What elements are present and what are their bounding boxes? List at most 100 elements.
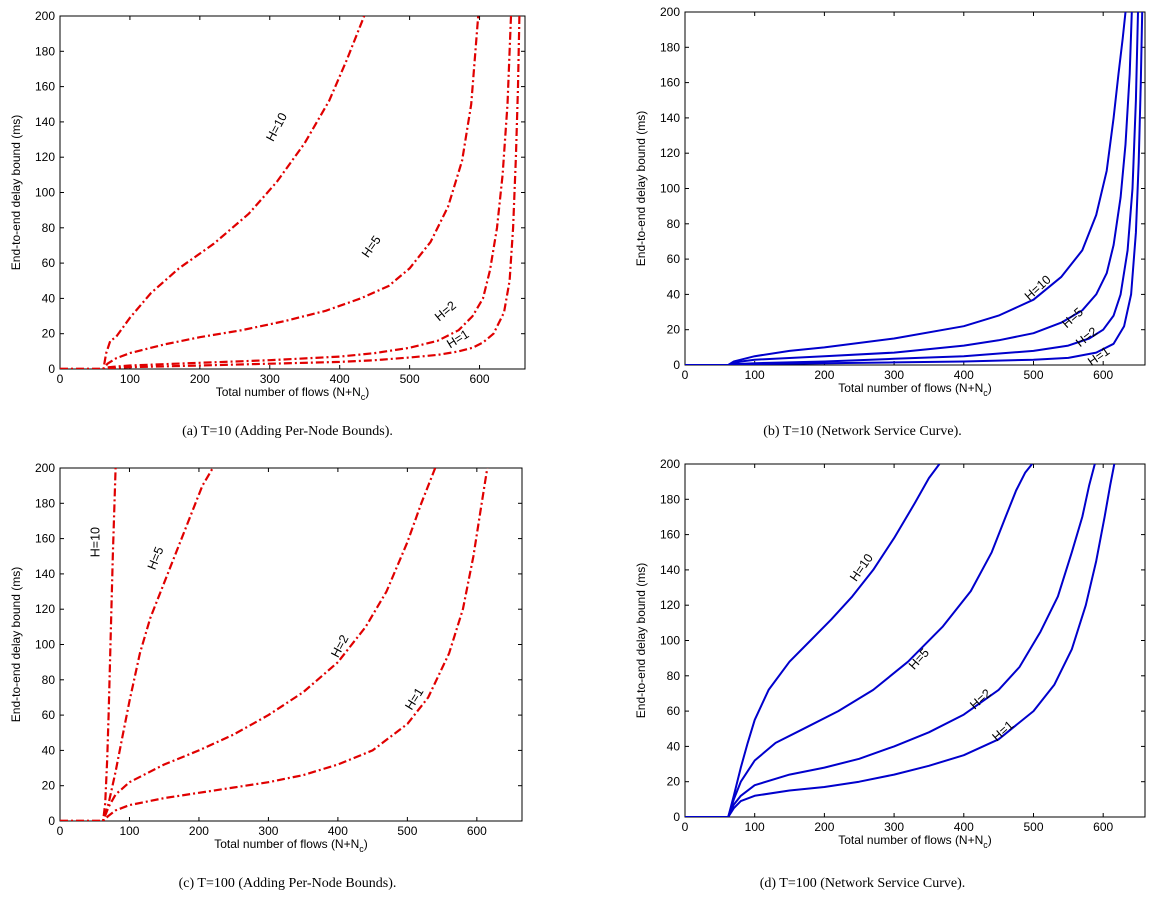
series-line-h2 [60,468,437,821]
y-tick-label: 160 [660,528,680,542]
y-tick-label: 140 [35,567,55,581]
y-tick-label: 40 [667,287,681,301]
y-tick-label: 160 [660,76,680,90]
chart-b: 0 100 200 300 400 500 600 0 20 40 60 80 100 120 140 160… [634,5,1146,398]
x-axis-label: Total number of flows (N+Nc) [214,837,368,854]
series-label-h2: H=2 [1073,324,1100,349]
series-label-h10: H=10 [263,110,290,143]
series-line-h1 [60,16,521,369]
series-label-h2: H=2 [328,633,351,660]
plot-frame [59,15,526,370]
x-tick-label: 300 [884,820,904,834]
series-line-h2 [60,16,513,369]
chart-a: 0 100 200 300 400 500 600 0 20 40 60 80 100 120 140 160… [9,9,526,402]
series-label-h2: H=2 [432,298,459,324]
y-tick-label: 20 [667,775,681,789]
y-tick-label: 180 [35,496,55,510]
series-line-h2 [685,464,1096,817]
x-tick-label: 300 [258,824,278,838]
y-tick-label: 140 [660,563,680,577]
x-tick-label: 300 [884,368,904,382]
y-axis-label: End-to-end delay bound (ms) [9,567,23,722]
x-tick-label: 500 [1023,820,1043,834]
series-label-h1: H=1 [990,718,1017,744]
y-tick-label: 0 [48,362,55,376]
y-tick-label: 80 [42,221,56,235]
x-tick-label: 200 [814,368,834,382]
y-tick-label: 160 [35,532,55,546]
series-line-h5 [60,468,214,821]
caption-b: (b) T=10 (Network Service Curve). [763,424,962,439]
series-label-h5: H=5 [359,233,384,260]
chart-c: 0 100 200 300 400 500 600 0 20 40 60 80 100 120 140 160… [9,461,523,854]
series-label-h5: H=5 [145,545,167,572]
chart-d: 0 100 200 300 400 500 600 0 20 40 60 80 100 120 140 160… [634,457,1146,850]
y-tick-label: 20 [42,779,56,793]
x-tick-label: 500 [1023,368,1043,382]
x-tick-label: 200 [189,824,209,838]
caption-a: (a) T=10 (Adding Per-Node Bounds). [182,424,393,439]
y-tick-label: 80 [667,217,681,231]
series-line-h1 [685,12,1144,365]
y-tick-label: 100 [660,182,680,196]
y-tick-label: 100 [35,638,55,652]
y-axis-label: End-to-end delay bound (ms) [634,111,648,266]
x-tick-label: 600 [470,372,490,386]
y-tick-label: 60 [42,708,56,722]
y-tick-label: 40 [667,739,681,753]
y-tick-label: 180 [35,44,55,58]
series-line-h10 [685,464,941,817]
series-line-h5 [685,464,1033,817]
y-tick-label: 160 [35,80,55,94]
y-tick-label: 60 [667,704,681,718]
series-label-h10: H=10 [847,551,876,584]
x-tick-label: 400 [954,820,974,834]
x-tick-label: 600 [1093,820,1113,834]
series-line-h10 [685,12,1127,365]
y-tick-label: 120 [660,598,680,612]
y-tick-label: 20 [667,323,681,337]
y-tick-label: 100 [660,634,680,648]
panel-c: 0 100 200 300 400 500 600 0 20 40 60 80 100 120 140 160… [0,452,575,904]
y-axis-label: End-to-end delay bound (ms) [9,115,23,270]
series-line-h1 [60,468,489,821]
y-tick-label: 40 [42,743,56,757]
series-line-h10 [60,16,366,369]
plot-frame [684,463,1146,818]
series-line-h5 [685,12,1133,365]
y-tick-label: 60 [42,256,56,270]
x-axis-label: Total number of flows (N+Nc) [838,833,992,850]
y-tick-label: 0 [673,810,680,824]
y-tick-label: 140 [660,111,680,125]
x-tick-label: 500 [400,372,420,386]
x-tick-label: 100 [745,368,765,382]
panel-d: 0 100 200 300 400 500 600 0 20 40 60 80 100 120 140 160… [575,452,1150,904]
y-tick-label: 100 [35,186,55,200]
y-tick-label: 200 [660,5,680,19]
y-tick-label: 80 [667,669,681,683]
series-label-h1: H=1 [444,327,471,351]
y-tick-label: 180 [660,40,680,54]
y-tick-label: 20 [42,327,56,341]
y-tick-label: 120 [35,602,55,616]
x-tick-label: 100 [745,820,765,834]
x-tick-label: 400 [330,372,350,386]
y-tick-label: 60 [667,252,681,266]
x-axis-label: Total number of flows (N+Nc) [838,381,992,398]
series-line-h5 [60,16,480,369]
series-line-h1 [685,464,1116,817]
y-axis-label: End-to-end delay bound (ms) [634,563,648,718]
panel-b: 0 100 200 300 400 500 600 0 20 40 60 80 100 120 140 160… [575,0,1150,452]
y-tick-label: 120 [660,146,680,160]
x-tick-label: 0 [57,372,64,386]
x-tick-label: 0 [682,368,689,382]
x-tick-label: 600 [1093,368,1113,382]
caption-d: (d) T=100 (Network Service Curve). [759,876,966,891]
x-tick-label: 200 [814,820,834,834]
y-tick-label: 140 [35,115,55,129]
y-tick-label: 120 [35,150,55,164]
series-label-h10: H=10 [89,527,103,557]
y-tick-label: 0 [673,358,680,372]
x-tick-label: 0 [57,824,64,838]
y-tick-label: 180 [660,492,680,506]
